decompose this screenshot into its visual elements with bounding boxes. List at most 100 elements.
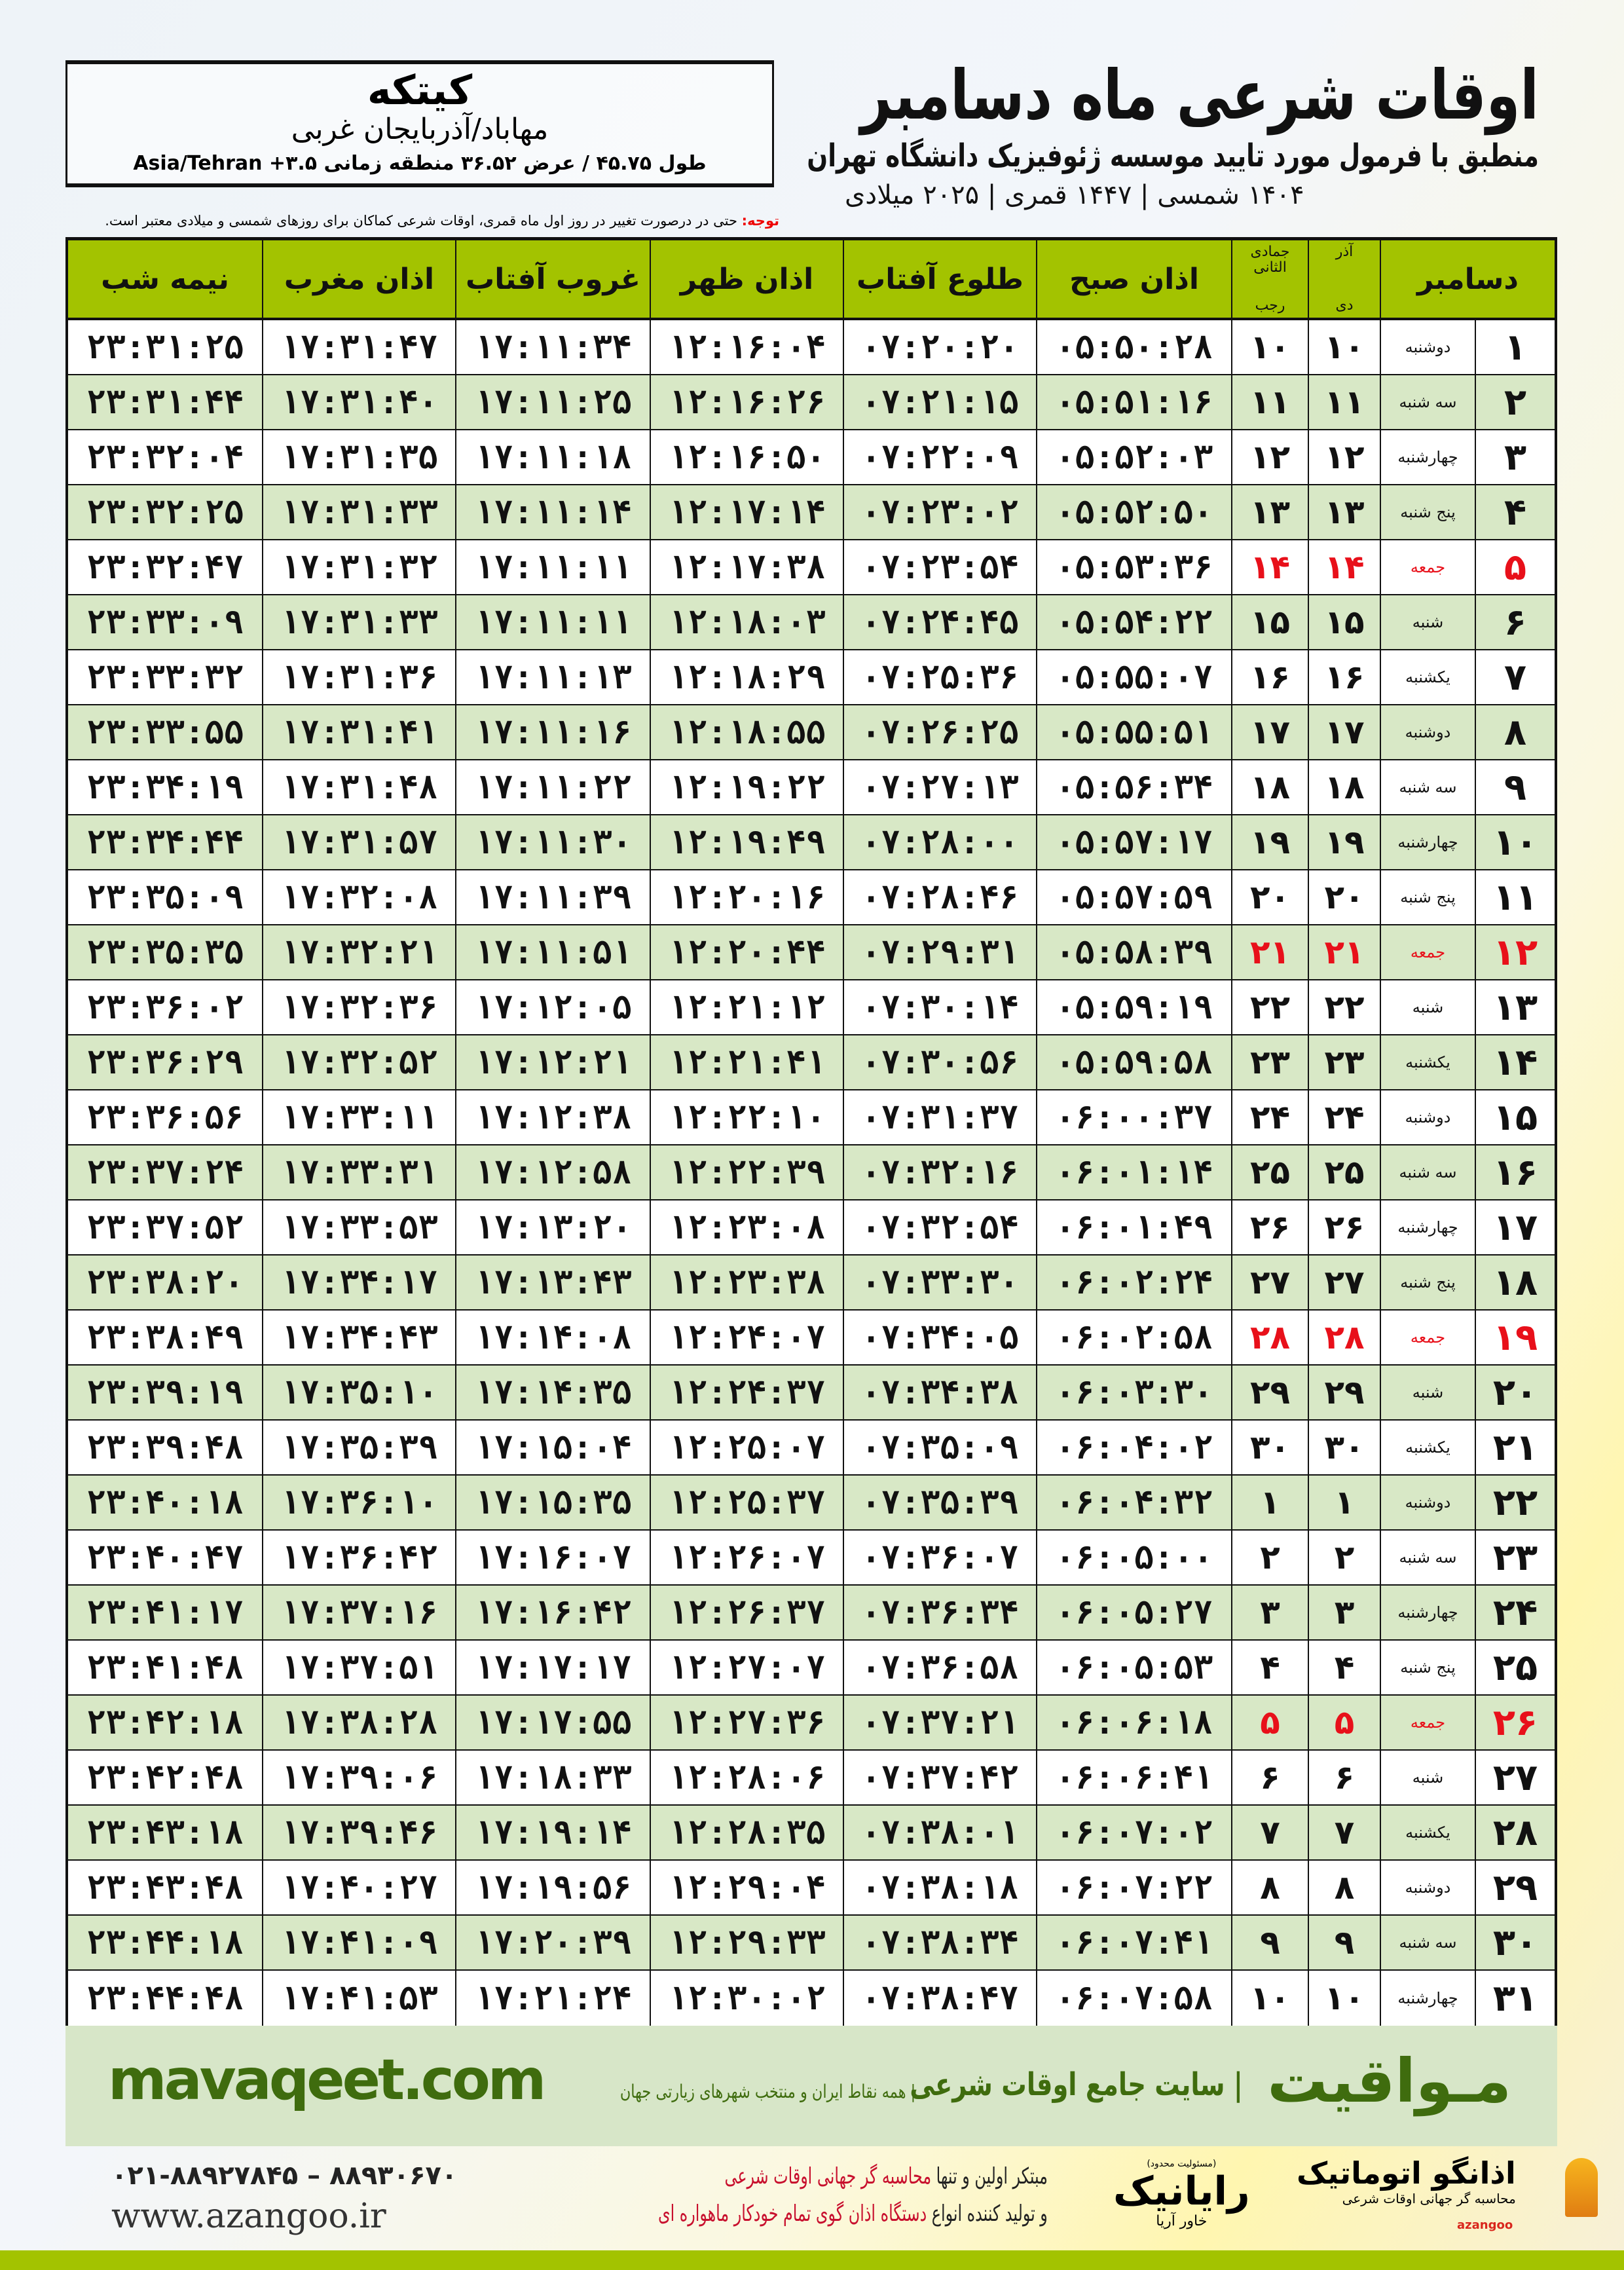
cell-tolu: ۰۷:۳۰:۱۴: [844, 980, 1037, 1034]
cell-gregorian-day: ۱۶: [1492, 1151, 1538, 1194]
cell-ghoroob: ۱۷:۱۱:۳۴: [456, 320, 651, 374]
rayanik-logo: (مسئولیت محدود) رایانیک خاور آریا: [1113, 2159, 1250, 2230]
cell-zohr: ۱۲:۱۸:۵۵: [651, 705, 844, 759]
cell-gregorian-day: ۱۰: [1492, 821, 1538, 864]
cell-zohr: ۱۲:۱۹:۲۲: [651, 760, 844, 814]
cell-sobh: ۰۶:۰۶:۱۸: [1037, 1696, 1232, 1749]
cell-shamsi-day: ۲۸: [1309, 1311, 1381, 1364]
table-row: ۲۳:۴۲:۱۸ ۱۷:۳۸:۲۸ ۱۷:۱۷:۵۵ ۱۲:۲۷:۳۶ ۰۷:۳۷:۲۱…: [68, 1696, 1555, 1751]
cell-ghoroob: ۱۷:۱۲:۰۵: [456, 980, 651, 1034]
cell-maghreb: ۱۷:۳۲:۵۲: [263, 1035, 456, 1089]
cell-tolu: ۰۷:۲۹:۳۱: [844, 925, 1037, 979]
cell-nimeh-shab: ۲۳:۳۲:۰۴: [68, 430, 263, 484]
cell-gregorian-day: ۲۴: [1492, 1591, 1538, 1634]
cell-nimeh-shab: ۲۳:۳۲:۲۵: [68, 485, 263, 539]
cell-sobh: ۰۶:۰۴:۳۲: [1037, 1476, 1232, 1529]
cell-shamsi-day: ۱۶: [1309, 650, 1381, 704]
cell-maghreb: ۱۷:۳۲:۳۶: [263, 980, 456, 1034]
cell-shamsi-day: ۱۰: [1309, 320, 1381, 374]
cell-sobh: ۰۵:۵۵:۰۷: [1037, 650, 1232, 704]
cell-gregorian-day: ۷: [1504, 656, 1527, 699]
header-month: دسامبر: [1417, 262, 1519, 296]
header-ghoroob: غروب آفتاب: [456, 240, 651, 318]
cell-zohr: ۱۲:۱۶:۲۶: [651, 375, 844, 429]
table-row: ۲۳:۳۵:۳۵ ۱۷:۳۲:۲۱ ۱۷:۱۱:۵۱ ۱۲:۲۰:۴۴ ۰۷:۲۹:۳۱…: [68, 925, 1555, 980]
cell-hijri-day: ۱۰: [1232, 320, 1309, 374]
cell-maghreb: ۱۷:۳۵:۳۹: [263, 1421, 456, 1474]
table-row: ۲۳:۳۳:۰۹ ۱۷:۳۱:۳۳ ۱۷:۱۱:۱۱ ۱۲:۱۸:۰۳ ۰۷:۲۴:۴۵…: [68, 595, 1555, 650]
cell-zohr: ۱۲:۲۱:۱۲: [651, 980, 844, 1034]
cell-gregorian-day: ۲۶: [1492, 1701, 1538, 1744]
header-maghreb: اذان مغرب: [263, 240, 456, 318]
cell-maghreb: ۱۷:۳۷:۱۶: [263, 1586, 456, 1639]
website-link[interactable]: mavaqeet.com: [108, 2047, 546, 2113]
cell-nimeh-shab: ۲۳:۴۱:۱۷: [68, 1586, 263, 1639]
table-row: ۲۳:۳۶:۵۶ ۱۷:۳۳:۱۱ ۱۷:۱۲:۳۸ ۱۲:۲۲:۱۰ ۰۷:۳۱:۳۷…: [68, 1090, 1555, 1145]
cell-gregorian-day: ۵: [1504, 546, 1527, 589]
cell-nimeh-shab: ۲۳:۳۹:۱۹: [68, 1366, 263, 1419]
cell-nimeh-shab: ۲۳:۳۶:۰۲: [68, 980, 263, 1034]
cell-nimeh-shab: ۲۳:۴۴:۴۸: [68, 1971, 263, 2026]
cell-tolu: ۰۷:۲۷:۱۳: [844, 760, 1037, 814]
cell-hijri-day: ۵: [1232, 1696, 1309, 1749]
cell-ghoroob: ۱۷:۱۱:۳۰: [456, 815, 651, 869]
table-row: ۲۳:۴۴:۱۸ ۱۷:۴۱:۰۹ ۱۷:۲۰:۳۹ ۱۲:۲۹:۳۳ ۰۷:۳۸:۳۴…: [68, 1916, 1555, 1971]
cell-tolu: ۰۷:۳۴:۳۸: [844, 1366, 1037, 1419]
cell-weekday: جمعه: [1381, 925, 1476, 979]
table-row: ۲۳:۳۳:۳۲ ۱۷:۳۱:۳۶ ۱۷:۱۱:۱۳ ۱۲:۱۸:۲۹ ۰۷:۲۵:۳۶…: [68, 650, 1555, 705]
table-row: ۲۳:۳۱:۲۵ ۱۷:۳۱:۴۷ ۱۷:۱۱:۳۴ ۱۲:۱۶:۰۴ ۰۷:۲۰:۲۰…: [68, 320, 1555, 375]
table-row: ۲۳:۴۳:۱۸ ۱۷:۳۹:۴۶ ۱۷:۱۹:۱۴ ۱۲:۲۸:۳۵ ۰۷:۳۸:۰۱…: [68, 1806, 1555, 1861]
cell-nimeh-shab: ۲۳:۳۴:۴۴: [68, 815, 263, 869]
cell-sobh: ۰۶:۰۵:۰۰: [1037, 1531, 1232, 1584]
cell-gregorian-day: ۲۸: [1492, 1811, 1538, 1854]
cell-hijri-day: ۲۷: [1232, 1256, 1309, 1309]
cell-tolu: ۰۷:۳۱:۳۷: [844, 1090, 1037, 1144]
cell-nimeh-shab: ۲۳:۳۳:۰۹: [68, 595, 263, 649]
table-row: ۲۳:۳۱:۴۴ ۱۷:۳۱:۴۰ ۱۷:۱۱:۲۵ ۱۲:۱۶:۲۶ ۰۷:۲۱:۱۵…: [68, 375, 1555, 430]
cell-hijri-day: ۱۴: [1232, 540, 1309, 594]
cell-hijri-day: ۲: [1232, 1531, 1309, 1584]
cell-weekday: چهارشنبه: [1381, 430, 1476, 484]
table-row: ۲۳:۴۰:۴۷ ۱۷:۳۶:۴۲ ۱۷:۱۶:۰۷ ۱۲:۲۶:۰۷ ۰۷:۳۶:۰۷…: [68, 1531, 1555, 1586]
cell-tolu: ۰۷:۲۴:۴۵: [844, 595, 1037, 649]
cell-sobh: ۰۵:۵۲:۵۰: [1037, 485, 1232, 539]
cell-zohr: ۱۲:۳۰:۰۲: [651, 1971, 844, 2026]
cell-ghoroob: ۱۷:۱۱:۳۹: [456, 870, 651, 924]
cell-hijri-day: ۴: [1232, 1641, 1309, 1694]
rayanik-name: رایانیک: [1113, 2168, 1250, 2214]
cell-sobh: ۰۵:۵۳:۳۶: [1037, 540, 1232, 594]
cell-weekday: چهارشنبه: [1381, 1586, 1476, 1639]
cell-zohr: ۱۲:۲۷:۰۷: [651, 1641, 844, 1694]
cell-ghoroob: ۱۷:۱۱:۱۱: [456, 595, 651, 649]
cell-zohr: ۱۲:۱۷:۱۴: [651, 485, 844, 539]
cell-hijri-day: ۲۸: [1232, 1311, 1309, 1364]
cell-weekday: یکشنبه: [1381, 1035, 1476, 1089]
cell-weekday: پنج شنبه: [1381, 1641, 1476, 1694]
cell-ghoroob: ۱۷:۱۹:۱۴: [456, 1806, 651, 1859]
cell-weekday: جمعه: [1381, 1696, 1476, 1749]
table-row: ۲۳:۴۱:۱۷ ۱۷:۳۷:۱۶ ۱۷:۱۶:۴۲ ۱۲:۲۶:۳۷ ۰۷:۳۶:۳۴…: [68, 1586, 1555, 1641]
table-row: ۲۳:۴۱:۴۸ ۱۷:۳۷:۵۱ ۱۷:۱۷:۱۷ ۱۲:۲۷:۰۷ ۰۷:۳۶:۵۸…: [68, 1641, 1555, 1696]
cell-zohr: ۱۲:۲۶:۳۷: [651, 1586, 844, 1639]
cell-weekday: جمعه: [1381, 540, 1476, 594]
cell-shamsi-day: ۱۱: [1309, 375, 1381, 429]
azangoo-link[interactable]: www.azangoo.ir: [111, 2197, 386, 2236]
mosque-dome-icon: [1565, 2158, 1598, 2217]
cell-maghreb: ۱۷:۳۱:۴۱: [263, 705, 456, 759]
cell-ghoroob: ۱۷:۱۶:۴۲: [456, 1586, 651, 1639]
cell-hijri-day: ۱۱: [1232, 375, 1309, 429]
cell-ghoroob: ۱۷:۱۷:۱۷: [456, 1641, 651, 1694]
cell-sobh: ۰۶:۰۶:۴۱: [1037, 1751, 1232, 1804]
cell-sobh: ۰۶:۰۱:۱۴: [1037, 1145, 1232, 1199]
cell-hijri-day: ۲۳: [1232, 1035, 1309, 1089]
cell-weekday: سه شنبه: [1381, 1916, 1476, 1969]
cell-shamsi-day: ۱۵: [1309, 595, 1381, 649]
cell-weekday: شنبه: [1381, 595, 1476, 649]
cell-maghreb: ۱۷:۴۰:۲۷: [263, 1861, 456, 1914]
table-row: ۲۳:۳۳:۵۵ ۱۷:۳۱:۴۱ ۱۷:۱۱:۱۶ ۱۲:۱۸:۵۵ ۰۷:۲۶:۲۵…: [68, 705, 1555, 760]
cell-zohr: ۱۲:۲۷:۳۶: [651, 1696, 844, 1749]
cell-tolu: ۰۷:۳۳:۳۰: [844, 1256, 1037, 1309]
table-body: ۲۳:۳۱:۲۵ ۱۷:۳۱:۴۷ ۱۷:۱۱:۳۴ ۱۲:۱۶:۰۴ ۰۷:۲۰:۲۰…: [68, 320, 1555, 2026]
cell-maghreb: ۱۷:۴۱:۵۳: [263, 1971, 456, 2026]
cell-nimeh-shab: ۲۳:۳۸:۴۹: [68, 1311, 263, 1364]
